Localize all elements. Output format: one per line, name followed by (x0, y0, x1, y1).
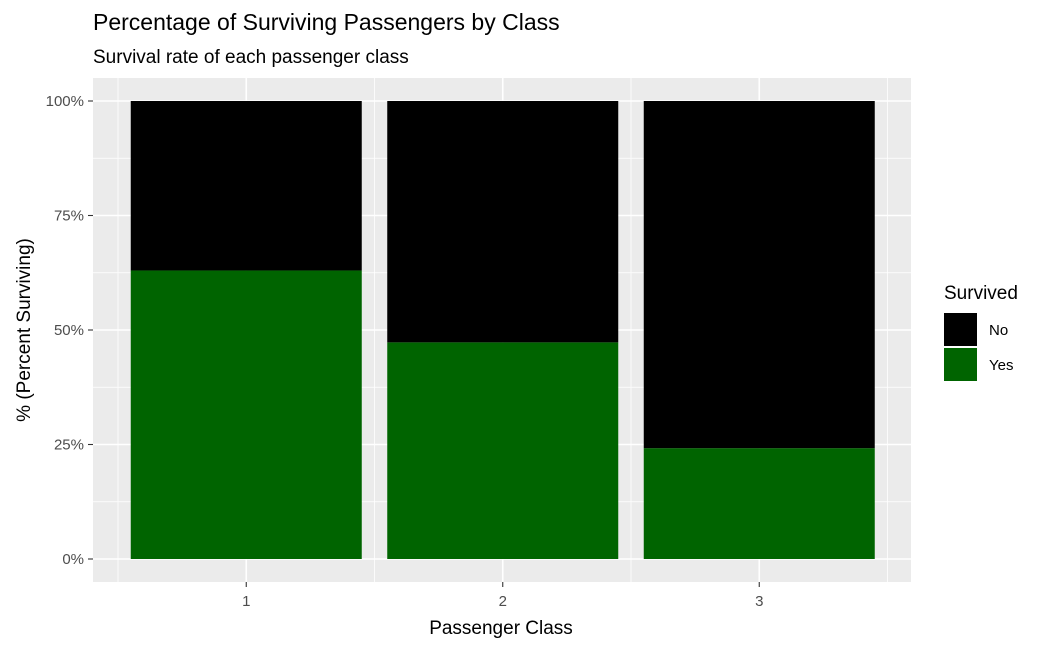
x-axis: 1 2 3 (242, 582, 763, 610)
chart-title: Percentage of Surviving Passengers by Cl… (93, 9, 560, 35)
y-tick-label: 75% (54, 208, 84, 225)
legend-label-no: No (989, 322, 1008, 339)
bar-class-2-yes (387, 342, 619, 559)
x-tick-label: 1 (242, 593, 250, 610)
bars (130, 101, 875, 559)
y-axis: 0% 25% 50% 75% 100% (46, 93, 93, 568)
bar-class-2-no (387, 101, 619, 343)
legend-key-no (944, 313, 977, 346)
y-tick-label: 25% (54, 437, 84, 454)
y-axis-title: % (Percent Surviving) (14, 238, 35, 422)
x-tick-label: 2 (499, 593, 507, 610)
chart-subtitle: Survival rate of each passenger class (93, 47, 409, 68)
x-axis-title: Passenger Class (429, 618, 573, 639)
bar-class-3-no (643, 101, 875, 449)
bar-class-1-yes (130, 270, 362, 559)
legend: Survived No Yes (944, 283, 1018, 381)
bar-class-3-yes (643, 448, 875, 559)
x-tick-label: 3 (755, 593, 763, 610)
legend-label-yes: Yes (989, 357, 1013, 374)
y-tick-label: 50% (54, 322, 84, 339)
y-tick-label: 100% (46, 93, 84, 110)
legend-title: Survived (944, 283, 1018, 304)
bar-class-1-no (130, 101, 362, 271)
legend-key-yes (944, 348, 977, 381)
y-tick-label: 0% (62, 551, 84, 568)
